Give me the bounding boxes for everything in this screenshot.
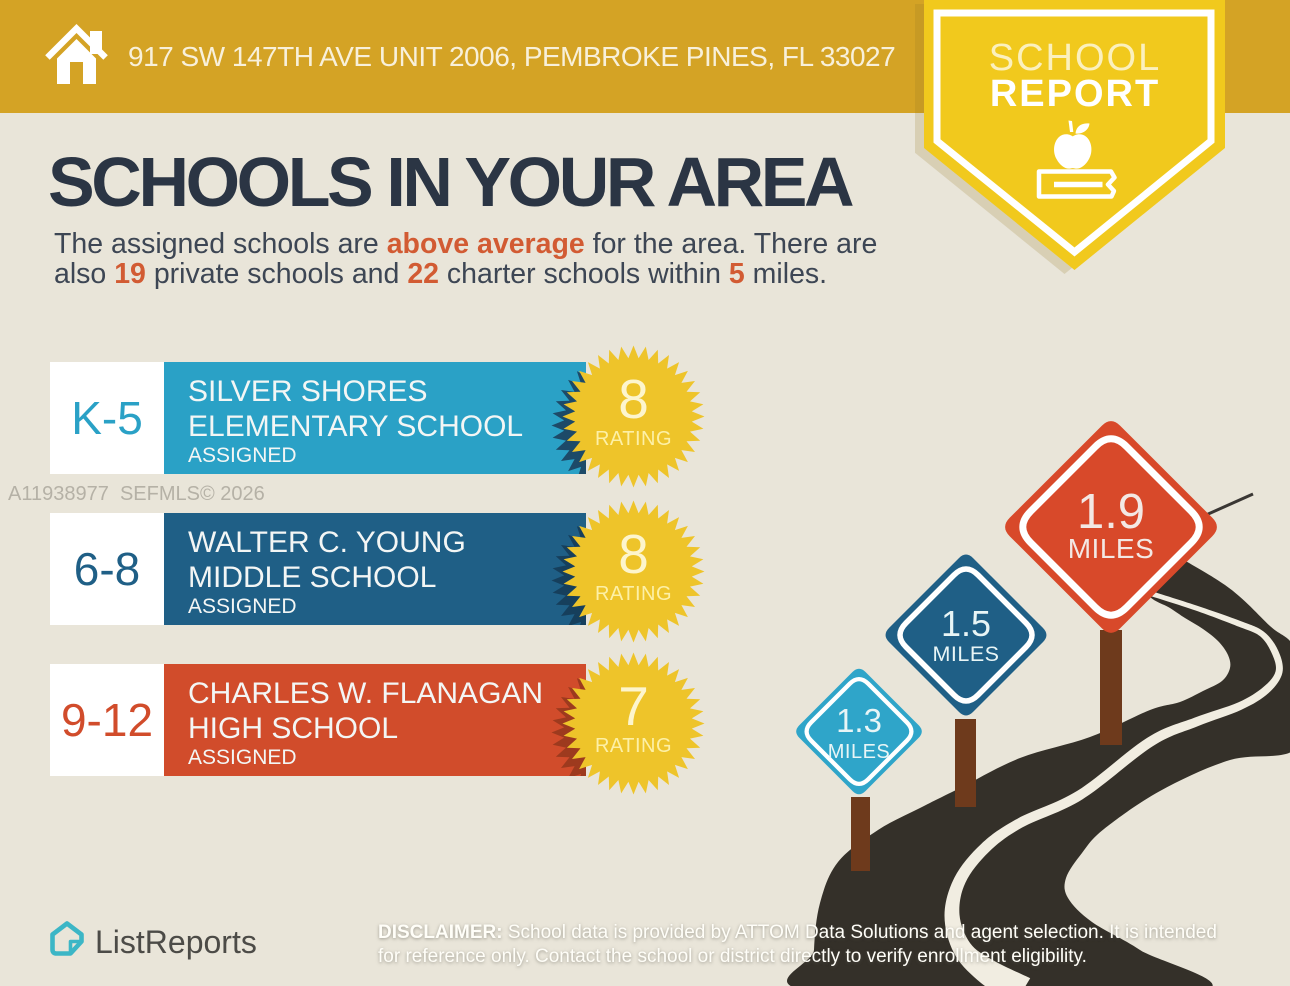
- svg-text:RATING: RATING: [594, 735, 671, 757]
- svg-text:RATING: RATING: [594, 583, 671, 605]
- svg-text:7: 7: [618, 675, 649, 737]
- svg-text:MILES: MILES: [932, 642, 999, 666]
- svg-text:RATING: RATING: [594, 428, 671, 450]
- svg-text:SCHOOL: SCHOOL: [989, 37, 1161, 79]
- svg-text:1.3: 1.3: [836, 702, 882, 739]
- svg-text:1.9: 1.9: [1077, 485, 1145, 539]
- svg-text:REPORT: REPORT: [990, 73, 1160, 115]
- svg-text:MILES: MILES: [1068, 533, 1155, 564]
- svg-text:8: 8: [618, 368, 649, 430]
- svg-text:MILES: MILES: [828, 741, 891, 763]
- svg-text:8: 8: [618, 523, 649, 585]
- svg-text:1.5: 1.5: [941, 603, 991, 644]
